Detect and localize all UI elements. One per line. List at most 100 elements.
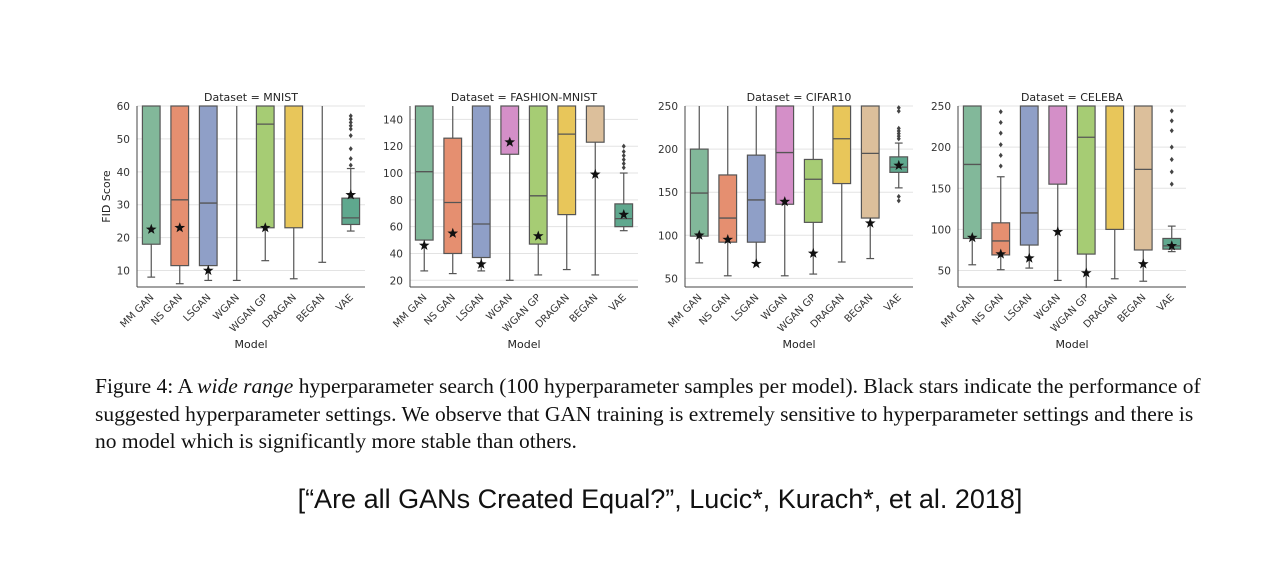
y-tick-label: 150 xyxy=(658,187,678,199)
outlier-point xyxy=(896,108,901,114)
caption-text-b: hyperparameter search (100 hyperparamete… xyxy=(95,374,1201,453)
outlier-point xyxy=(998,119,1003,126)
outlier-point xyxy=(998,109,1003,115)
suggested-setting-star xyxy=(1052,226,1064,237)
x-tick-label: MM GAN xyxy=(392,292,430,330)
outlier-point xyxy=(1169,118,1174,124)
box-wgan-gp xyxy=(803,158,823,223)
suggested-setting-star xyxy=(893,159,905,170)
outlier-point xyxy=(896,125,901,132)
y-tick-label: 200 xyxy=(658,144,678,156)
outlier-point xyxy=(896,105,901,111)
outlier-point xyxy=(348,126,353,132)
y-tick-label: 80 xyxy=(390,195,403,207)
y-tick-label: 250 xyxy=(658,101,678,113)
x-tick-label: NS GAN xyxy=(422,292,457,327)
outlier-point xyxy=(348,113,353,119)
y-tick-label: 50 xyxy=(117,134,130,146)
box-wgan-gp xyxy=(1076,105,1096,255)
outlier-point xyxy=(621,165,626,171)
outlier-point xyxy=(348,133,353,139)
box-dragan xyxy=(832,105,852,185)
x-axis-label: Model xyxy=(234,338,267,351)
caption-text-a: A xyxy=(177,374,198,398)
suggested-setting-star xyxy=(174,222,186,233)
suggested-setting-star xyxy=(1080,267,1092,278)
x-axis-label: Model xyxy=(782,338,815,351)
box-began xyxy=(1133,105,1153,251)
outlier-point xyxy=(621,143,626,149)
suggested-setting-star xyxy=(779,196,791,207)
y-tick-label: 100 xyxy=(383,168,403,180)
box-mm-gan xyxy=(141,105,161,245)
y-tick-label: 20 xyxy=(390,275,403,287)
x-tick-label: NS GAN xyxy=(970,292,1005,327)
x-tick-label: MM GAN xyxy=(940,292,978,330)
box-ns-gan xyxy=(718,174,738,243)
outlier-point xyxy=(1169,169,1174,175)
suggested-setting-star xyxy=(475,258,487,269)
x-tick-label: VAE xyxy=(882,292,903,313)
suggested-setting-star xyxy=(807,247,819,258)
y-tick-label: 10 xyxy=(117,266,130,278)
box-wgan xyxy=(775,105,795,205)
box-mm-gan xyxy=(962,105,982,240)
suggested-setting-star xyxy=(504,136,516,147)
suggested-setting-star xyxy=(1137,258,1149,269)
suggested-setting-star xyxy=(693,229,705,240)
suggested-setting-star xyxy=(202,264,214,276)
chart-title: Dataset = FASHION-MNIST xyxy=(451,91,597,104)
outlier-point xyxy=(1169,128,1174,134)
box-dragan xyxy=(284,105,304,229)
caption-italic: wide range xyxy=(197,374,294,398)
y-tick-label: 250 xyxy=(931,101,951,113)
suggested-setting-star xyxy=(145,223,157,234)
outlier-point xyxy=(998,142,1003,148)
suggested-setting-star xyxy=(864,217,876,228)
y-tick-label: 100 xyxy=(931,224,951,236)
suggested-setting-star xyxy=(722,234,734,245)
box-ns-gan xyxy=(170,105,190,267)
suggested-setting-star xyxy=(966,232,978,243)
chart-title: Dataset = MNIST xyxy=(204,91,298,104)
outlier-point xyxy=(998,163,1003,169)
figure-caption: Figure 4: A wide range hyperparameter se… xyxy=(95,373,1205,456)
box-mm-gan xyxy=(414,105,434,241)
y-tick-label: 100 xyxy=(658,230,678,242)
suggested-setting-star xyxy=(418,239,430,250)
suggested-setting-star xyxy=(447,227,459,238)
outlier-point xyxy=(621,157,626,163)
suggested-setting-star xyxy=(750,258,762,269)
outlier-point xyxy=(1169,181,1174,187)
outlier-point xyxy=(998,152,1003,158)
x-tick-label: VAE xyxy=(607,292,628,313)
suggested-setting-star xyxy=(532,230,544,241)
y-axis-label: FID Score xyxy=(100,170,113,223)
y-tick-label: 50 xyxy=(938,266,951,278)
suggested-setting-star xyxy=(259,222,271,233)
box-lsgan xyxy=(471,105,491,259)
x-tick-label: BEGAN xyxy=(1116,292,1149,325)
x-tick-label: MM GAN xyxy=(119,292,157,330)
x-tick-label: NS GAN xyxy=(697,292,732,327)
box-wgan xyxy=(500,105,520,155)
suggested-setting-star xyxy=(345,189,357,200)
outlier-point xyxy=(348,123,353,129)
outlier-point xyxy=(621,161,626,167)
x-tick-label: BEGAN xyxy=(295,292,328,325)
suggested-setting-star xyxy=(589,168,601,179)
box-lsgan xyxy=(1019,105,1039,246)
citation: [“Are all GANs Created Equal?”, Lucic*, … xyxy=(297,484,1023,514)
x-tick-label: LSGAN xyxy=(1003,292,1035,324)
outlier-point xyxy=(348,146,353,152)
y-tick-label: 30 xyxy=(117,200,130,212)
chart-title: Dataset = CIFAR10 xyxy=(747,91,852,104)
x-tick-label: VAE xyxy=(334,292,355,313)
outlier-point xyxy=(1169,156,1174,163)
box-ns-gan xyxy=(443,137,463,255)
y-tick-label: 20 xyxy=(117,233,130,245)
